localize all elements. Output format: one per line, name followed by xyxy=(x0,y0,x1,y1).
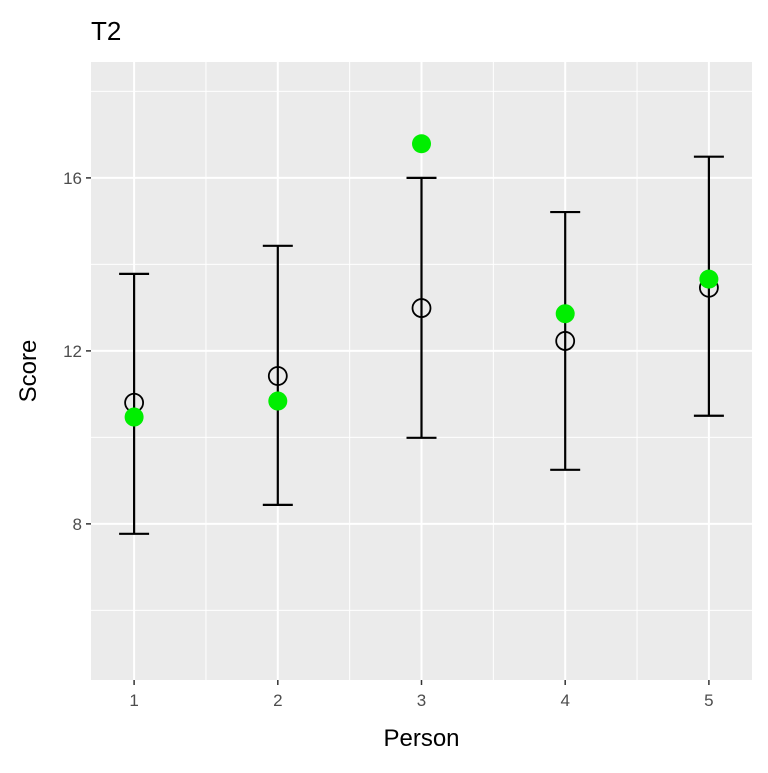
chart-title: T2 xyxy=(91,16,121,46)
mean-point xyxy=(555,331,576,351)
mean-point xyxy=(411,298,432,318)
observed-point xyxy=(412,134,431,154)
x-tick-label: 1 xyxy=(129,691,138,710)
error-bars xyxy=(119,155,724,535)
observed-point xyxy=(124,407,144,427)
x-tick-label: 4 xyxy=(560,691,569,710)
x-tick-label: 3 xyxy=(417,691,426,710)
mean-point xyxy=(267,366,288,386)
y-tick-label: 8 xyxy=(73,515,82,534)
y-tick-label: 16 xyxy=(63,169,82,188)
x-axis-label: Person xyxy=(383,725,459,752)
points xyxy=(124,134,719,427)
x-tick-label: 5 xyxy=(704,691,713,710)
y-tick-label: 12 xyxy=(63,342,82,361)
x-axis-ticks: 1 2 3 4 5 xyxy=(129,680,714,710)
observed-point xyxy=(555,304,575,324)
observed-point xyxy=(268,391,288,411)
y-axis-ticks: 8 12 16 xyxy=(63,169,91,534)
x-tick-label: 2 xyxy=(273,691,282,710)
y-axis-label: Score xyxy=(15,340,42,403)
observed-point xyxy=(699,269,719,289)
